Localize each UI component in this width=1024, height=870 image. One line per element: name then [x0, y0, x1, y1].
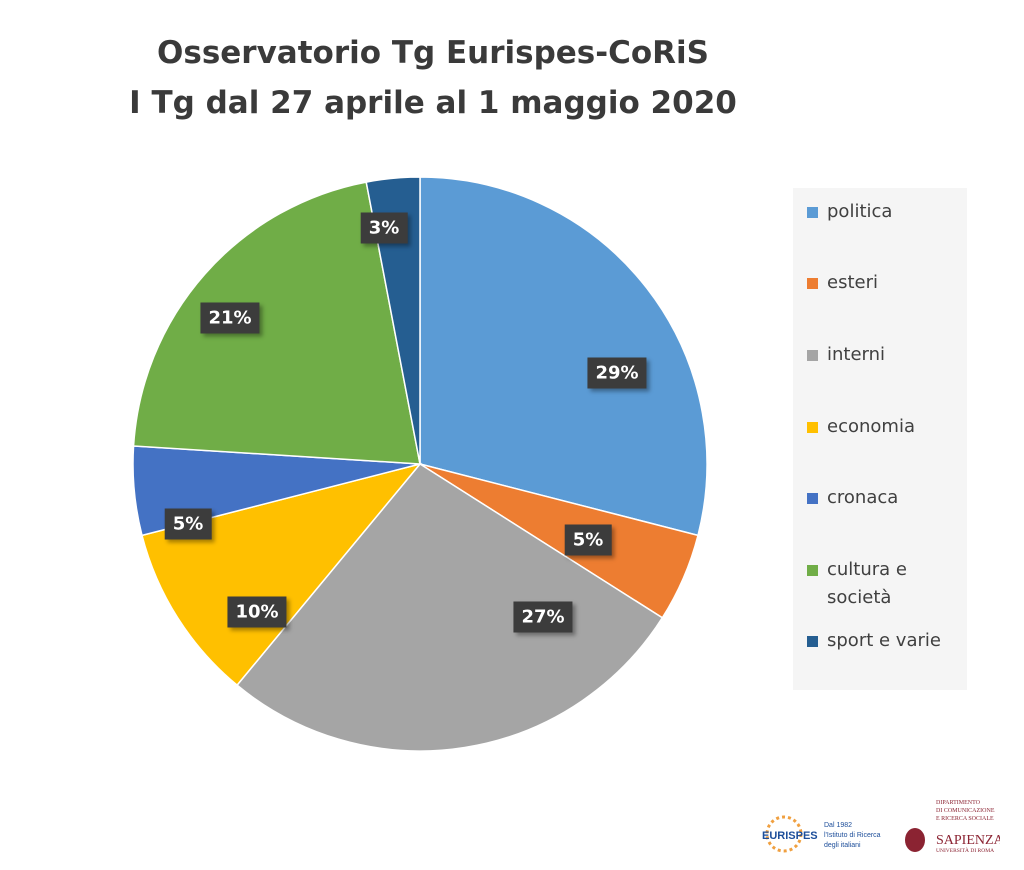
pie-slice-cultura-e-società — [132, 181, 421, 465]
legend-swatch — [807, 207, 818, 218]
svg-text:Dal 1982: Dal 1982 — [824, 822, 852, 829]
data-label: 5% — [564, 524, 612, 556]
pie-slice-interni — [236, 463, 664, 752]
data-label: 5% — [164, 508, 212, 540]
eurispes-logo: EURISPES Dal 1982 l'Istituto di Ricerca … — [762, 812, 882, 856]
svg-text:DIPARTIMENTO: DIPARTIMENTO — [936, 800, 981, 806]
legend-item: cultura e società — [807, 556, 937, 612]
legend-swatch — [807, 422, 818, 433]
legend: politica esteri interni economia cronaca cult… — [793, 188, 967, 690]
data-label: 3% — [360, 212, 408, 244]
legend-label: economia — [827, 416, 915, 437]
legend-label: esteri — [827, 272, 878, 293]
legend-item: sport e varie — [807, 627, 941, 655]
legend-swatch — [807, 493, 818, 504]
svg-text:EURISPES: EURISPES — [762, 830, 818, 842]
data-label: 10% — [227, 596, 287, 628]
legend-item: cronaca — [807, 484, 898, 512]
legend-label: sport e varie — [827, 630, 941, 651]
svg-text:degli italiani: degli italiani — [824, 842, 861, 849]
svg-text:E RICERCA SOCIALE: E RICERCA SOCIALE — [936, 816, 994, 822]
chart-title: Osservatorio Tg Eurispes-CoRiS I Tg dal … — [0, 28, 866, 128]
legend-label: interni — [827, 344, 886, 365]
pie-slice-politica — [419, 176, 708, 537]
sapienza-logo: DIPARTIMENTO DI COMUNICAZIONE E RICERCA … — [900, 795, 1005, 857]
svg-text:l'Istituto di Ricerca: l'Istituto di Ricerca — [824, 832, 881, 839]
legend-item: esteri — [807, 269, 878, 297]
title-line-1: Osservatorio Tg Eurispes-CoRiS — [157, 35, 709, 71]
legend-swatch — [807, 278, 818, 289]
pie-slice-economia — [141, 462, 423, 687]
data-label: 27% — [513, 601, 573, 633]
legend-label: cronaca — [827, 487, 899, 508]
legend-label: cultura e società — [827, 559, 907, 608]
legend-label: politica — [827, 201, 893, 222]
legend-swatch — [807, 565, 818, 576]
pie-slice-sport-e-varie — [365, 176, 421, 465]
svg-text:UNIVERSITÀ DI ROMA: UNIVERSITÀ DI ROMA — [936, 846, 994, 854]
legend-swatch — [807, 636, 818, 647]
legend-item: economia — [807, 413, 915, 441]
legend-item: politica — [807, 198, 892, 226]
title-line-2: I Tg dal 27 aprile al 1 maggio 2020 — [129, 85, 737, 121]
data-label: 29% — [587, 357, 647, 389]
legend-item: interni — [807, 341, 885, 369]
svg-text:DI COMUNICAZIONE: DI COMUNICAZIONE — [936, 808, 995, 814]
legend-swatch — [807, 350, 818, 361]
data-label: 21% — [200, 302, 260, 334]
svg-text:SAPIENZA: SAPIENZA — [936, 833, 1000, 848]
